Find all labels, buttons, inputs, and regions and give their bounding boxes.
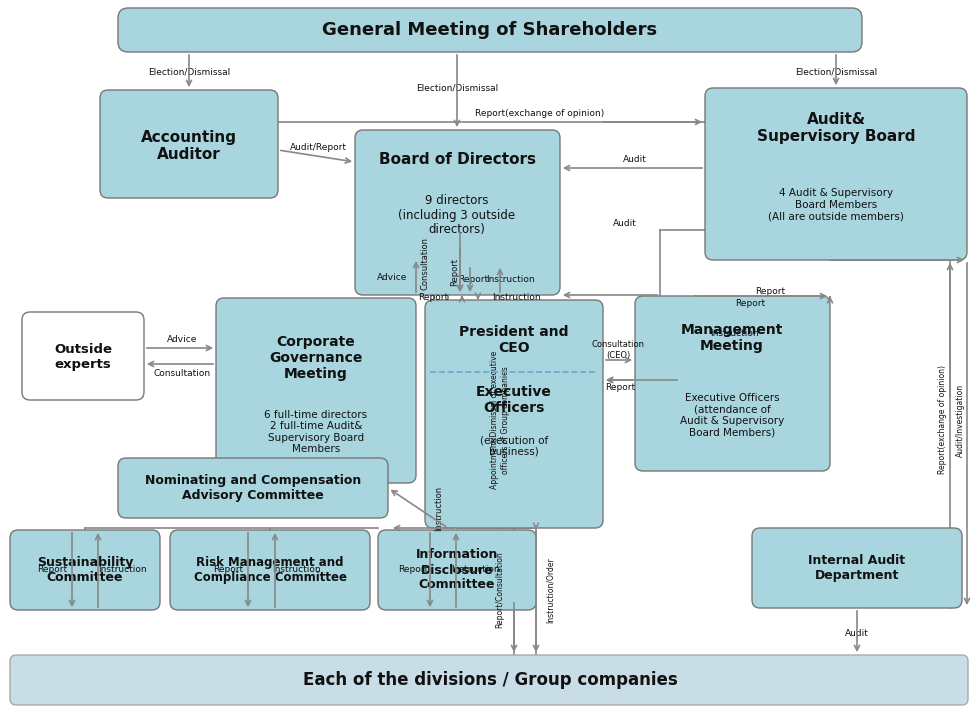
Text: Election/Dismissal: Election/Dismissal [795, 68, 877, 76]
Text: Information
Disclosure
Committee: Information Disclosure Committee [416, 548, 498, 591]
Text: Instruction: Instruction [710, 328, 759, 338]
Text: Sustainability
Committee: Sustainability Committee [37, 556, 133, 584]
Text: Advice: Advice [167, 334, 197, 343]
Text: Board of Directors: Board of Directors [378, 153, 535, 168]
Text: Report: Report [37, 565, 67, 575]
FancyBboxPatch shape [118, 8, 862, 52]
Text: Report: Report [417, 293, 448, 301]
Text: Instruction: Instruction [434, 486, 443, 531]
Text: Executive Officers
(attendance of
Audit & Supervisory
Board Members): Executive Officers (attendance of Audit … [680, 393, 784, 438]
Text: Internal Audit
Department: Internal Audit Department [808, 554, 906, 582]
Text: Consultation: Consultation [154, 370, 211, 378]
Text: Corporate
Governance
Meeting: Corporate Governance Meeting [270, 335, 363, 381]
Text: Report(exchange of opinion): Report(exchange of opinion) [938, 366, 947, 475]
FancyBboxPatch shape [705, 88, 967, 260]
Text: (execution of
business): (execution of business) [480, 436, 548, 457]
Text: 4 Audit & Supervisory
Board Members
(All are outside members): 4 Audit & Supervisory Board Members (All… [768, 188, 904, 221]
Text: Report(exchange of opinion): Report(exchange of opinion) [475, 109, 605, 118]
Text: Consultation
(CEO): Consultation (CEO) [592, 341, 645, 360]
Text: Consultation: Consultation [420, 238, 429, 291]
Text: Audit: Audit [613, 218, 637, 228]
Text: Audit/Report: Audit/Report [289, 144, 347, 153]
FancyBboxPatch shape [378, 530, 536, 610]
FancyBboxPatch shape [22, 312, 144, 400]
Text: General Meeting of Shareholders: General Meeting of Shareholders [322, 21, 658, 39]
FancyBboxPatch shape [752, 528, 962, 608]
Text: President and
CEO: President and CEO [460, 325, 568, 355]
Text: Risk Management and
Compliance Committee: Risk Management and Compliance Committee [193, 556, 347, 584]
Text: Instruction: Instruction [492, 293, 541, 301]
Text: Instruction: Instruction [451, 565, 500, 575]
FancyBboxPatch shape [216, 298, 416, 483]
Text: Management
Meeting: Management Meeting [681, 323, 783, 353]
FancyBboxPatch shape [10, 530, 160, 610]
Text: Outside
experts: Outside experts [54, 343, 112, 371]
Text: Report/Consultation: Report/Consultation [496, 552, 505, 628]
FancyBboxPatch shape [10, 655, 968, 705]
FancyBboxPatch shape [118, 458, 388, 518]
Text: Instruction/Order: Instruction/Order [546, 557, 555, 623]
Text: Report: Report [458, 276, 488, 284]
Text: Accounting
Auditor: Accounting Auditor [141, 130, 237, 162]
Text: Audit/Investigation: Audit/Investigation [956, 383, 964, 456]
Text: 9 directors
(including 3 outside
directors): 9 directors (including 3 outside directo… [399, 193, 515, 236]
Text: Report: Report [451, 258, 460, 286]
Text: Instruction: Instruction [486, 276, 535, 284]
Text: Election/Dismissal: Election/Dismissal [416, 84, 498, 93]
FancyBboxPatch shape [355, 130, 560, 295]
Text: Report: Report [735, 299, 765, 308]
FancyBboxPatch shape [635, 296, 830, 471]
Text: Report: Report [213, 565, 243, 575]
FancyBboxPatch shape [425, 300, 603, 528]
Text: Each of the divisions / Group companies: Each of the divisions / Group companies [303, 671, 677, 689]
Text: Instruction: Instruction [98, 565, 146, 575]
Text: Nominating and Compensation
Advisory Committee: Nominating and Compensation Advisory Com… [145, 474, 361, 502]
Text: Executive
Officers: Executive Officers [476, 385, 552, 415]
Text: Report: Report [755, 288, 785, 296]
Text: Report: Report [398, 565, 428, 575]
Text: Audit: Audit [845, 628, 869, 638]
FancyBboxPatch shape [100, 90, 278, 198]
Text: Advice: Advice [376, 273, 407, 281]
Text: Audit: Audit [623, 156, 647, 164]
Text: Audit&
Supervisory Board: Audit& Supervisory Board [757, 112, 915, 144]
Text: Instruction: Instruction [271, 565, 320, 575]
Text: Report: Report [605, 383, 635, 393]
Text: Appointment/Dismissal of executive
officers of Group companies: Appointment/Dismissal of executive offic… [490, 351, 510, 489]
FancyBboxPatch shape [170, 530, 370, 610]
Text: Election/Dismissal: Election/Dismissal [148, 68, 230, 76]
Text: 6 full-time directors
2 full-time Audit&
Supervisory Board
Members: 6 full-time directors 2 full-time Audit&… [265, 410, 368, 454]
